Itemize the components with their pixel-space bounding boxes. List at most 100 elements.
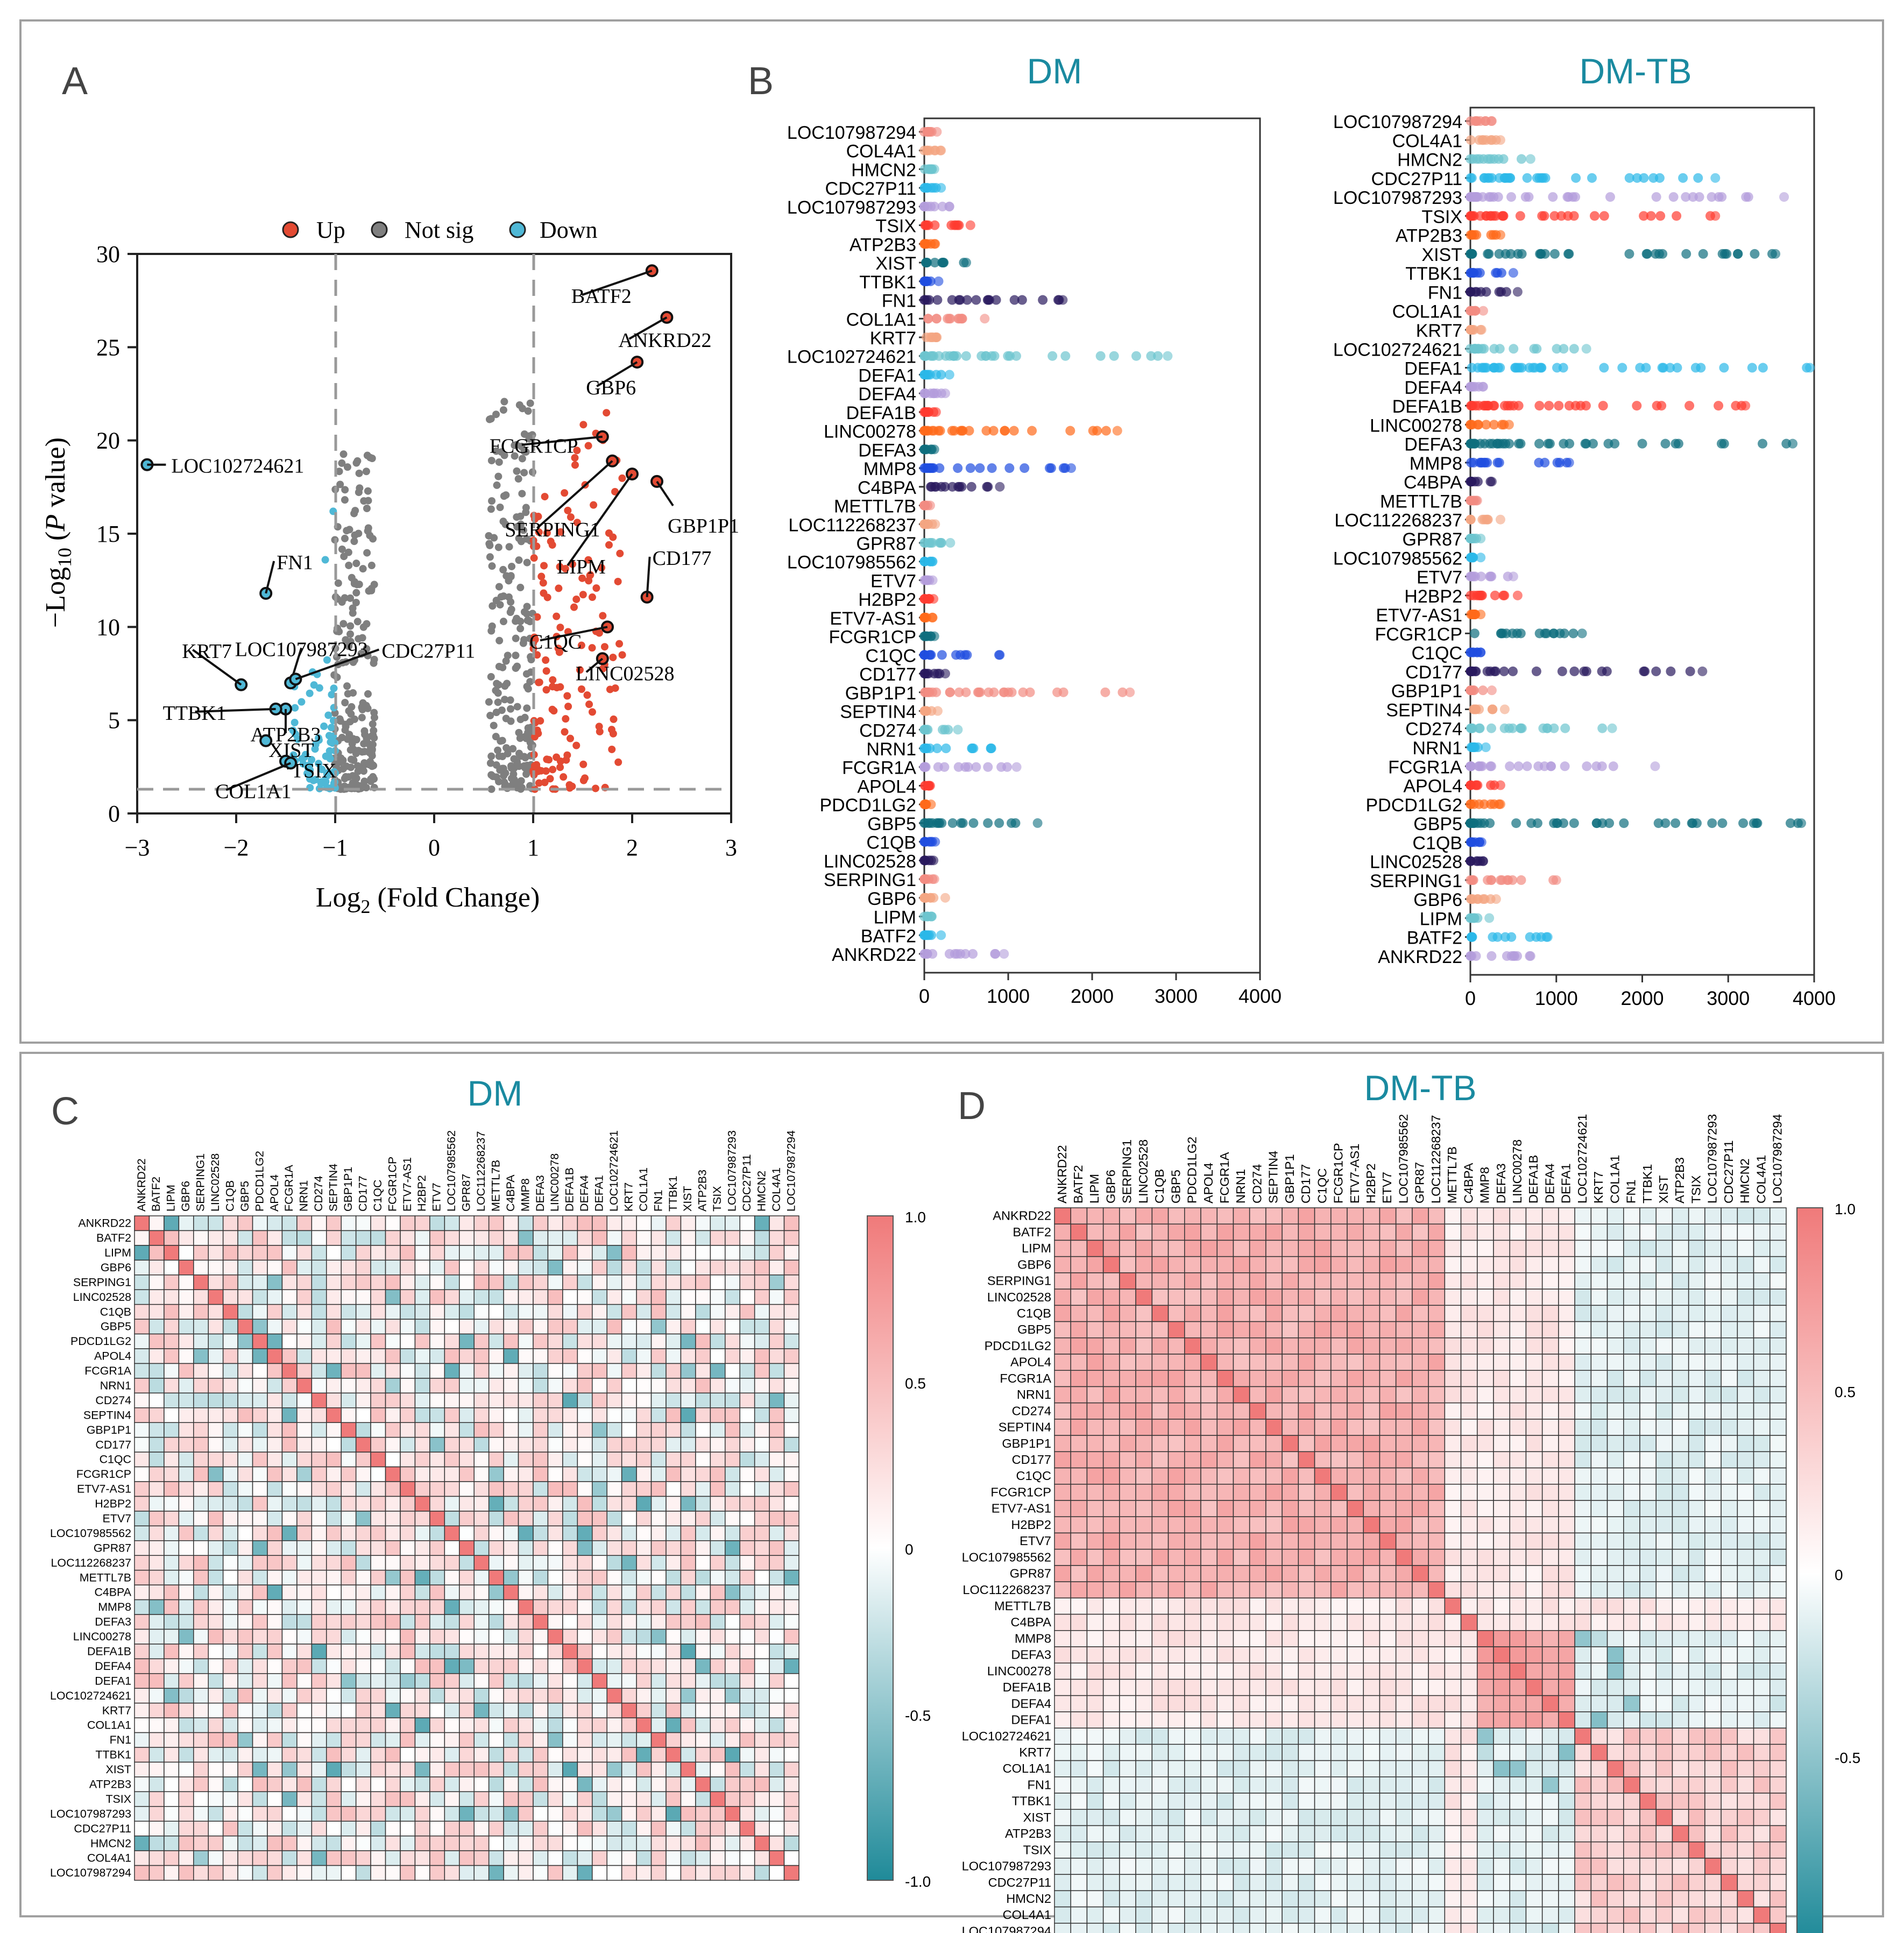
heatmap-cell [473, 1791, 490, 1807]
volcano-point-notsig [362, 468, 370, 476]
heatmap-cell [1086, 1370, 1104, 1387]
heatmap-cell [1639, 1207, 1657, 1224]
volcano-point-notsig [494, 472, 502, 480]
heatmap-cell [444, 1835, 460, 1851]
heatmap-cell [754, 1732, 770, 1748]
heatmap-cell [592, 1481, 607, 1497]
heatmap-cell [355, 1511, 371, 1527]
heatmap-cell [1558, 1305, 1575, 1322]
volcano-point-notsig [358, 783, 366, 791]
dotplot-point [1684, 401, 1695, 411]
heatmap-cell [267, 1230, 283, 1246]
heatmap-cell [459, 1378, 475, 1394]
heatmap-cell [178, 1555, 194, 1571]
volcano-point-up [577, 641, 585, 649]
heatmap-cell [592, 1525, 607, 1541]
heatmap-cell [739, 1525, 755, 1541]
heatmap-cell [666, 1850, 682, 1866]
volcano-point-notsig [512, 652, 520, 660]
heatmap-cell [296, 1865, 313, 1881]
heatmap-cell [414, 1791, 430, 1807]
heatmap-cell [1054, 1419, 1071, 1436]
dotplot-point [1470, 704, 1481, 714]
dotplot-point [921, 407, 931, 417]
heatmap-cell [341, 1230, 357, 1246]
dotplot-point [986, 744, 996, 753]
heatmap-cell [473, 1289, 490, 1305]
leader-line [225, 762, 291, 791]
heatmap-cell [1314, 1240, 1332, 1257]
heatmap-cell [606, 1865, 622, 1881]
heatmap-cell [488, 1392, 504, 1408]
heatmap-cell [695, 1850, 711, 1866]
heatmap-cell [650, 1747, 667, 1763]
heatmap-cell [1655, 1370, 1673, 1387]
dotplot-gene-label: ATP2B3 [1396, 226, 1462, 246]
heatmap-cell [562, 1644, 578, 1660]
heatmap-cell [621, 1245, 637, 1261]
volcano-point-notsig [504, 652, 512, 660]
heatmap-cell [473, 1628, 490, 1645]
heatmap-cell [178, 1865, 194, 1881]
heatmap-cell [1590, 1337, 1608, 1355]
heatmap-cell [208, 1319, 224, 1335]
heatmap-cell [1233, 1451, 1250, 1469]
heatmap-cell [562, 1776, 578, 1793]
heatmap-cell [710, 1599, 726, 1615]
heatmap-cell [296, 1555, 313, 1571]
heatmap-cell [666, 1436, 682, 1453]
volcano-point-up [549, 683, 557, 691]
dotplot-point [1487, 477, 1497, 487]
volcano-point-up [560, 773, 568, 781]
heatmap-cell [1086, 1402, 1104, 1420]
heatmap-cell [1672, 1240, 1689, 1257]
heatmap-cell [1672, 1305, 1689, 1322]
heatmap-cell [1525, 1402, 1543, 1420]
dotplot-point [983, 482, 993, 492]
heatmap-cell [1086, 1305, 1104, 1322]
heatmap-cell [1525, 1256, 1543, 1273]
heatmap-cell [503, 1614, 519, 1630]
heatmap-cell [311, 1761, 327, 1778]
heatmap-cell [311, 1732, 327, 1748]
heatmap-cell [296, 1673, 313, 1689]
gene-label: TTBK1 [163, 702, 227, 725]
heatmap-cell [769, 1717, 785, 1733]
leader-line [567, 473, 633, 567]
heatmap-cell [1623, 1207, 1640, 1224]
volcano-point-notsig [341, 496, 349, 504]
volcano-point-down [315, 760, 323, 768]
heatmap-cell [1590, 1354, 1608, 1371]
heatmap-cell [592, 1333, 607, 1349]
volcano-point-up [561, 565, 569, 573]
heatmap-cell [208, 1702, 224, 1718]
heatmap-cell [429, 1481, 445, 1497]
dotplot-gene-label: LOC107987294 [787, 123, 916, 143]
heatmap-cell [783, 1673, 799, 1689]
heatmap-cell [193, 1717, 209, 1733]
dotplot-point [1058, 463, 1068, 473]
heatmap-cell [488, 1496, 504, 1512]
heatmap-cell [326, 1555, 342, 1571]
volcano-point-up [588, 708, 596, 716]
heatmap-cell [783, 1688, 799, 1704]
heatmap-cell [533, 1776, 549, 1793]
heatmap-cell [725, 1274, 740, 1290]
volcano-point-up [616, 549, 624, 557]
heatmap-cell [429, 1628, 445, 1645]
heatmap-cell [164, 1496, 180, 1512]
heatmap-cell [1298, 1386, 1315, 1404]
volcano-point-notsig [495, 458, 503, 466]
heatmap-cell [222, 1555, 238, 1571]
volcano-point-up [576, 666, 584, 674]
heatmap-cell [636, 1230, 652, 1246]
heatmap-cell [164, 1791, 180, 1807]
heatmap-cell [488, 1717, 504, 1733]
heatmap-cell [267, 1865, 283, 1881]
heatmap-cell [518, 1688, 534, 1704]
heatmap-cell [1509, 1288, 1527, 1306]
heatmap-cell [459, 1496, 475, 1512]
heatmap-cell [326, 1496, 342, 1512]
dotplot-point [1479, 799, 1489, 809]
dotplot-point [941, 744, 951, 753]
